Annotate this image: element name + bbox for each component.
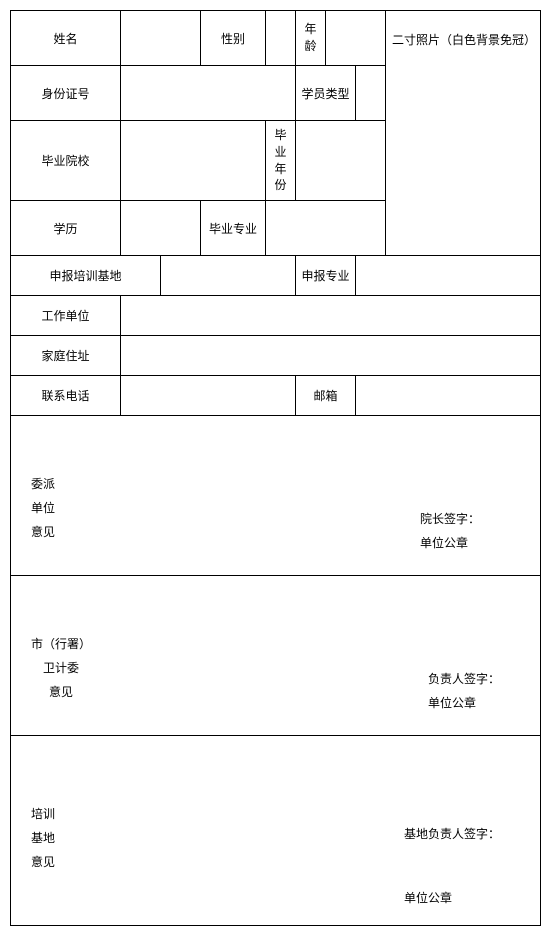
sig1-line2: 单位公章 (420, 531, 480, 555)
sig2-label-l3: 意见 (31, 680, 91, 704)
label-id-no: 身份证号 (11, 66, 121, 121)
sig3-label-l1: 培训 (31, 802, 55, 826)
label-email: 邮箱 (296, 376, 356, 416)
sig2-lines: 负责人签字： 单位公章 (428, 667, 500, 715)
sig1-lines: 院长签字： 单位公章 (420, 507, 480, 555)
label-gender: 性别 (201, 11, 266, 66)
label-apply-base: 申报培训基地 (11, 256, 161, 296)
sig-block-training-base: 培训 基地 意见 基地负责人签字： 单位公章 (11, 736, 541, 926)
value-grad-school[interactable] (121, 121, 266, 201)
sig3-label-l2: 基地 (31, 826, 55, 850)
value-gender[interactable] (266, 11, 296, 66)
value-age[interactable] (326, 11, 386, 66)
value-name[interactable] (121, 11, 201, 66)
sig-block-dispatch-unit: 委派 单位 意见 院长签字： 单位公章 (11, 416, 541, 576)
value-education[interactable] (121, 201, 201, 256)
value-grad-major[interactable] (266, 201, 386, 256)
sig-block-health-committee: 市（行署） 卫计委 意见 负责人签字： 单位公章 (11, 576, 541, 736)
value-student-type[interactable] (356, 66, 386, 121)
photo-placeholder: 二寸照片（白色背景免冠） (386, 11, 541, 256)
sig1-label: 委派 单位 意见 (31, 472, 55, 544)
label-grad-school: 毕业院校 (11, 121, 121, 201)
sig1-label-l3: 意见 (31, 520, 55, 544)
value-id-no[interactable] (121, 66, 296, 121)
label-age: 年 龄 (296, 11, 326, 66)
sig3-label: 培训 基地 意见 (31, 802, 55, 874)
sig3-label-l3: 意见 (31, 850, 55, 874)
sig3-line1: 基地负责人签字： (404, 822, 500, 846)
sig2-line2: 单位公章 (428, 691, 500, 715)
value-apply-base[interactable] (161, 256, 296, 296)
sig2-label: 市（行署） 卫计委 意见 (31, 632, 91, 704)
label-apply-major: 申报专业 (296, 256, 356, 296)
sig1-label-l1: 委派 (31, 472, 55, 496)
label-grad-major: 毕业专业 (201, 201, 266, 256)
value-home-addr[interactable] (121, 336, 541, 376)
value-work-unit[interactable] (121, 296, 541, 336)
sig3-line2: 单位公章 (404, 886, 500, 910)
label-home-addr: 家庭住址 (11, 336, 121, 376)
value-email[interactable] (356, 376, 541, 416)
sig2-line1: 负责人签字： (428, 667, 500, 691)
label-phone: 联系电话 (11, 376, 121, 416)
value-grad-year[interactable] (296, 121, 386, 201)
sig3-lines: 基地负责人签字： 单位公章 (404, 822, 500, 910)
label-grad-year: 毕 业 年 份 (266, 121, 296, 201)
sig2-label-l1: 市（行署） (31, 632, 91, 656)
label-student-type: 学员类型 (296, 66, 356, 121)
sig1-label-l2: 单位 (31, 496, 55, 520)
value-apply-major[interactable] (356, 256, 541, 296)
value-phone[interactable] (121, 376, 296, 416)
label-work-unit: 工作单位 (11, 296, 121, 336)
label-name: 姓名 (11, 11, 121, 66)
form-table: 姓名 性别 年 龄 二寸照片（白色背景免冠） 身份证号 学员类型 毕业院校 毕 … (10, 10, 541, 926)
sig1-line1: 院长签字： (420, 507, 480, 531)
label-education: 学历 (11, 201, 121, 256)
sig2-label-l2: 卫计委 (31, 656, 91, 680)
